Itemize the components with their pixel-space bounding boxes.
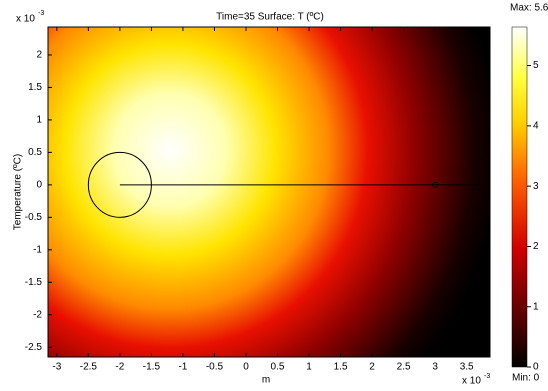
plot-frame xyxy=(47,26,491,358)
x-tick-label: -0.5 xyxy=(206,362,224,373)
geometry-point xyxy=(432,181,439,188)
x-tick-label: -2 xyxy=(115,362,124,373)
y-tick-label: -0.5 xyxy=(25,212,43,223)
x-tick-label: 0 xyxy=(243,362,249,373)
surface xyxy=(48,27,490,357)
y-axis-label: Temperature (ºC) xyxy=(13,154,24,230)
x-tick-label: 0.5 xyxy=(271,362,285,373)
x-tick-label: -3 xyxy=(52,362,61,373)
y-tick-label: -1 xyxy=(33,244,42,255)
exponent-base: x 10 xyxy=(462,376,481,386)
exponent-base: x 10 xyxy=(16,14,35,25)
colorbar-max: Max: 5.64 xyxy=(510,3,548,14)
x-axis-label: m xyxy=(262,375,270,386)
colorbar-min: Min: 0 xyxy=(512,373,540,384)
colorbar-tick-label: 1 xyxy=(533,301,539,312)
colorbar-tick-label: 3 xyxy=(533,181,539,192)
x-tick-label: -2.5 xyxy=(80,362,98,373)
x-tick-label: -1.5 xyxy=(143,362,161,373)
y-tick-label: 2 xyxy=(36,50,42,61)
x-tick-label: -1 xyxy=(178,362,187,373)
y-tick-label: -2 xyxy=(33,309,42,320)
x-tick-label: 3 xyxy=(432,362,438,373)
x-tick-label: 1 xyxy=(306,362,312,373)
chart-title: Time=35 Surface: T (ºC) xyxy=(216,12,324,23)
colorbar-tick-label: 5 xyxy=(533,60,539,71)
x-tick-label: 1.5 xyxy=(334,362,348,373)
exponent-power: -3 xyxy=(38,10,44,17)
colorbar-tick-label: 2 xyxy=(533,241,539,252)
y-tick-label: 1.5 xyxy=(28,82,42,93)
exponent-power: -3 xyxy=(484,373,490,380)
x-tick-label: 2 xyxy=(369,362,375,373)
x-tick-label: 2.5 xyxy=(397,362,411,373)
y-tick-label: 1 xyxy=(36,115,42,126)
y-tick-label: -1.5 xyxy=(25,277,43,288)
y-tick-label: 0.5 xyxy=(28,147,42,158)
colorbar xyxy=(511,26,528,368)
x-tick-label: 3.5 xyxy=(460,362,474,373)
colorbar-tick-label: 0 xyxy=(533,362,539,373)
y-tick-label: -2.5 xyxy=(25,342,43,353)
colorbar-tick-label: 4 xyxy=(533,121,539,132)
y-tick-label: 0 xyxy=(36,179,42,190)
